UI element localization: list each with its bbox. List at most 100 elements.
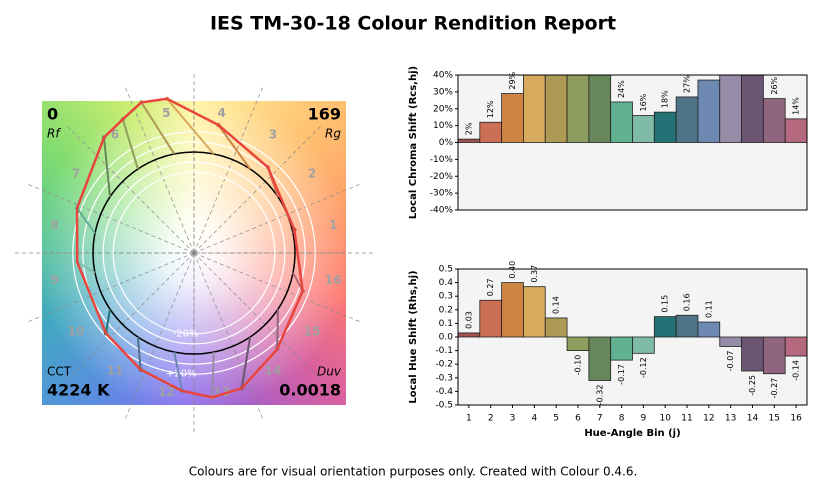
bar — [697, 79, 721, 143]
rg-label: Rg — [325, 127, 341, 141]
y-tick-label: -0.4 — [435, 387, 453, 397]
y-tick-label: 0.4 — [439, 278, 454, 288]
y-tick-label: -20% — [430, 172, 454, 182]
y-tick-label: 0.1 — [439, 319, 453, 329]
guide-circle — [82, 141, 306, 365]
shift-arrow — [276, 309, 279, 350]
bin-boundary — [66, 252, 195, 381]
value-label: 2% — [464, 122, 473, 135]
y-tick-label: -0.5 — [435, 401, 453, 411]
value-label: -0.25 — [748, 375, 757, 396]
bin-boundary — [27, 252, 195, 323]
shift-arrow — [103, 137, 112, 197]
footer: Colours are for visual orientation purpo… — [189, 465, 638, 479]
y-axis-label: Local Chroma Shift (Rcs,hj) — [408, 66, 419, 219]
bar — [523, 75, 546, 143]
rg-value: 169 — [308, 105, 341, 124]
x-tick-label: 4 — [531, 414, 537, 424]
value-label: -0.27 — [770, 378, 779, 399]
bar — [501, 93, 524, 143]
value-label: -0.32 — [595, 385, 604, 406]
bar — [632, 336, 655, 354]
shift-arrow — [217, 124, 251, 170]
bar — [566, 75, 590, 143]
axes-frame — [457, 268, 808, 406]
shift-arrow — [240, 336, 252, 389]
bar — [458, 332, 481, 338]
value-label: 0.03 — [464, 311, 473, 329]
x-tick-label: 8 — [619, 414, 625, 424]
bar — [610, 101, 633, 143]
x-tick-label: 16 — [790, 414, 802, 424]
value-label: 29% — [508, 71, 517, 89]
bin-boundary — [193, 86, 264, 254]
x-tick-label: 14 — [747, 414, 759, 424]
x-tick-label: 12 — [703, 414, 714, 424]
bin-label: 8 — [51, 218, 59, 232]
bar — [610, 336, 633, 361]
bar — [697, 321, 721, 338]
value-label: 24% — [617, 80, 626, 98]
bar — [632, 115, 655, 143]
shift-arrow — [136, 336, 142, 370]
y-tick-label: -0.2 — [435, 360, 453, 370]
bin-label: 3 — [269, 127, 277, 141]
value-label: -0.14 — [792, 360, 801, 381]
value-label: 0.14 — [552, 296, 561, 314]
y-tick-label: -30% — [430, 189, 454, 199]
y-tick-label: 10% — [433, 121, 453, 131]
x-tick-label: 1 — [466, 414, 472, 424]
bar — [501, 282, 524, 338]
y-tick-label: 40% — [433, 71, 453, 81]
value-label: 16% — [639, 93, 648, 111]
shift-arrow — [104, 308, 112, 334]
value-label: -0.17 — [617, 364, 626, 385]
x-tick-label: 7 — [597, 414, 603, 424]
y-tick-label: 0% — [439, 138, 454, 148]
x-tick-label: 5 — [553, 414, 559, 424]
y-tick-label: 30% — [433, 87, 453, 97]
value-label: -0.12 — [639, 357, 648, 378]
bin-boundary — [193, 183, 361, 254]
value-label: 0.16 — [683, 293, 692, 311]
bin-label: 11 — [107, 364, 124, 378]
duv-value: 0.0018 — [279, 381, 341, 400]
value-label: 0.15 — [661, 295, 670, 313]
bar — [784, 336, 807, 357]
y-axis-label: Local Hue Shift (Rhs,hj) — [408, 270, 419, 403]
cct-value: 4224 K — [47, 381, 110, 400]
shift-arrow — [76, 261, 96, 274]
bar — [523, 286, 546, 338]
x-axis-label: Hue-Angle Bin (j) — [584, 428, 680, 439]
bar — [719, 336, 742, 347]
bar — [479, 299, 503, 338]
bin-label: 10 — [68, 324, 85, 338]
y-tick-label: 0.3 — [439, 292, 453, 302]
bin-boundary — [193, 125, 322, 254]
value-label: 12% — [486, 100, 495, 118]
value-label: 0.37 — [530, 265, 539, 283]
rf-value: 0 — [47, 105, 58, 124]
bin-label: 12 — [158, 385, 175, 399]
x-tick-label: 3 — [510, 414, 516, 424]
bin-label: 2 — [308, 167, 316, 181]
shift-arrow — [173, 351, 184, 392]
bar — [544, 317, 568, 338]
bin-label: 15 — [304, 324, 321, 338]
x-tick-label: 15 — [769, 414, 780, 424]
bin-label: 9 — [51, 273, 59, 287]
bar — [784, 118, 807, 143]
bar — [741, 336, 764, 372]
y-tick-label: 20% — [433, 104, 453, 114]
bin-label: 6 — [111, 127, 119, 141]
bin-boundary — [193, 252, 322, 381]
bin-boundary — [193, 252, 361, 323]
reference-circle — [92, 151, 296, 355]
value-label: -0.10 — [573, 355, 582, 376]
bin-boundary — [27, 183, 195, 254]
bar — [653, 316, 677, 338]
bin-label: 1 — [329, 218, 337, 232]
bar — [762, 336, 786, 375]
